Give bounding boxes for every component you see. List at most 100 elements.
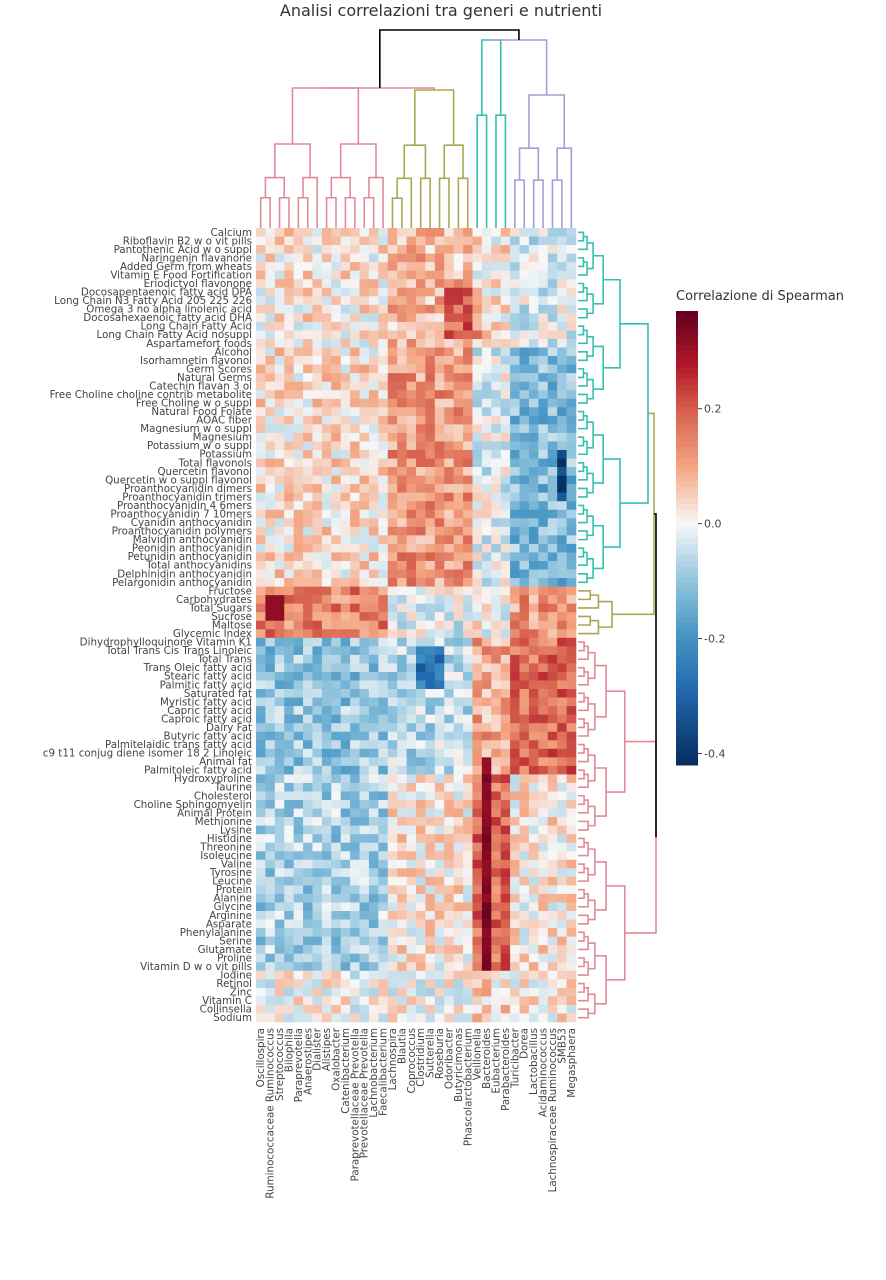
heatmap-cell (538, 740, 549, 750)
heatmap-cell (331, 706, 341, 715)
heatmap-cell (481, 253, 492, 263)
heatmap-cell (274, 347, 285, 357)
heatmap-cell (406, 407, 417, 417)
heatmap-cell (274, 842, 285, 852)
heatmap-cell (378, 467, 389, 476)
heatmap-cell (321, 612, 332, 622)
heatmap-cell (340, 817, 351, 826)
heatmap-cell (528, 270, 539, 280)
heatmap-cell (321, 817, 332, 826)
heatmap-cell (547, 253, 558, 263)
heatmap-cell (368, 424, 379, 434)
heatmap-cell (378, 390, 389, 400)
heatmap-cell (284, 620, 294, 630)
heatmap-cell (557, 791, 567, 801)
heatmap-cell (519, 842, 530, 852)
heatmap-cell (387, 245, 398, 254)
heatmap-cell (566, 706, 577, 715)
heatmap-cell (378, 859, 389, 869)
heatmap-cell (274, 740, 285, 750)
heatmap-cell (303, 304, 313, 314)
heatmap-cell (340, 689, 351, 698)
heatmap-cell (293, 945, 304, 954)
heatmap-cell (444, 245, 454, 254)
heatmap-cell (340, 245, 351, 254)
heatmap-cell (434, 859, 445, 869)
heatmap-cell (265, 475, 276, 485)
heatmap-cell (293, 620, 304, 630)
heatmap-cell (368, 748, 379, 758)
heatmap-cell (340, 800, 351, 809)
heatmap-cell (557, 424, 567, 434)
heatmap-cell (312, 475, 323, 485)
heatmap-cell (387, 509, 398, 519)
heatmap-cell (500, 748, 511, 758)
heatmap-cell (378, 509, 389, 519)
heatmap-cell (481, 279, 492, 289)
dendrogram-link (588, 703, 596, 731)
heatmap-cell (331, 928, 341, 937)
row-label: Vitamin E Food Fortification (110, 270, 252, 282)
heatmap-cell (274, 381, 285, 391)
heatmap-cell (284, 535, 294, 545)
heatmap-cell (256, 535, 266, 545)
heatmap-cell (519, 620, 530, 630)
heatmap-cell (274, 1013, 285, 1023)
heatmap-cell (321, 432, 332, 442)
heatmap-cell (387, 748, 398, 758)
heatmap-cell (368, 637, 379, 647)
heatmap-cell (284, 919, 294, 929)
heatmap-cell (312, 586, 323, 596)
colorbar-segment (676, 555, 698, 562)
heatmap-cell (359, 458, 370, 468)
dendrogram-link (578, 619, 600, 635)
heatmap-cell (538, 637, 549, 647)
heatmap-cell (387, 304, 398, 314)
heatmap-cell (453, 714, 464, 724)
heatmap-cell (284, 970, 294, 980)
heatmap-cell (519, 808, 530, 818)
heatmap-cell (416, 595, 426, 604)
heatmap-cell (378, 979, 389, 989)
heatmap-cell (538, 1013, 549, 1023)
heatmap-cell (340, 364, 351, 374)
heatmap-cell (500, 381, 511, 391)
colorbar-segment (676, 356, 698, 363)
heatmap-cell (293, 654, 304, 664)
heatmap-cell (284, 936, 294, 946)
heatmap-cell (453, 603, 464, 613)
heatmap-cell (528, 911, 539, 920)
heatmap-cell (472, 919, 483, 929)
dendrogram-link (578, 590, 592, 601)
heatmap-cell (434, 842, 445, 852)
heatmap-cell (303, 936, 313, 946)
heatmap-cell (491, 953, 501, 963)
heatmap-cell (434, 654, 445, 664)
heatmap-cell (406, 603, 417, 613)
heatmap-cell (312, 560, 323, 570)
heatmap-cell (331, 330, 341, 340)
heatmap-cell (557, 970, 567, 980)
heatmap-cell (472, 356, 483, 365)
heatmap-cell (331, 945, 341, 954)
heatmap-cell (303, 911, 313, 920)
heatmap-cell (303, 859, 313, 869)
heatmap-cell (303, 262, 313, 271)
heatmap-cell (256, 851, 266, 861)
heatmap-cell (378, 996, 389, 1006)
heatmap-cell (463, 740, 473, 750)
heatmap-cell (538, 569, 549, 579)
heatmap-cell (453, 885, 464, 895)
heatmap-cell (387, 313, 398, 323)
heatmap-cell (425, 868, 436, 878)
dendrogram-link (578, 982, 585, 993)
colorbar-segment (676, 730, 698, 738)
heatmap-cell (463, 671, 473, 681)
heatmap-cell (350, 475, 360, 485)
heatmap-cell (472, 663, 483, 673)
heatmap-cell (519, 612, 530, 622)
heatmap-cell (425, 928, 436, 937)
heatmap-cell (284, 654, 294, 664)
heatmap-cell (472, 236, 483, 246)
heatmap-cell (557, 697, 567, 707)
